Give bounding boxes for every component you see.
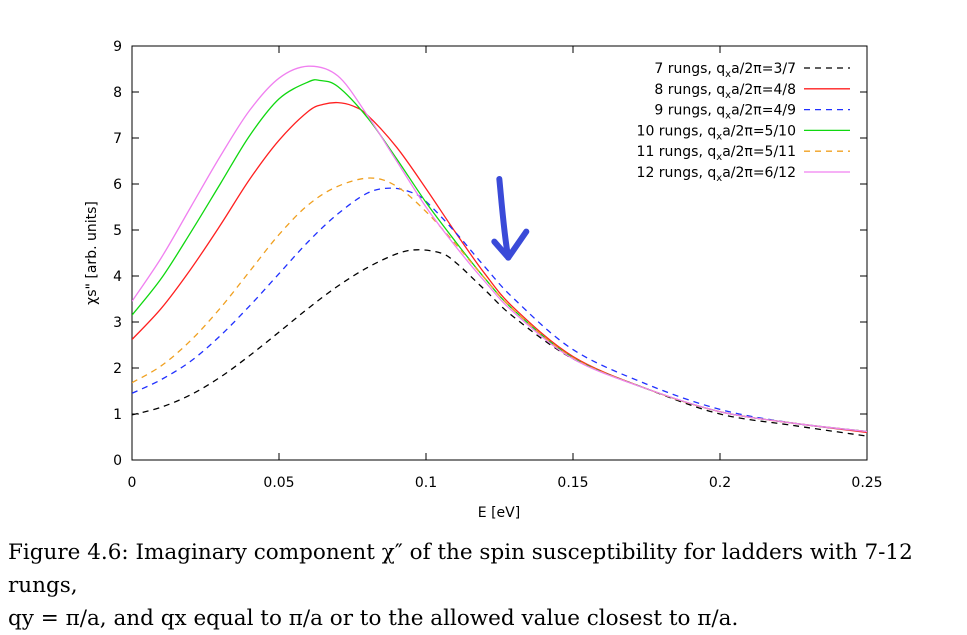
legend-label-1: 7 rungs, qxa/2π=3/7 bbox=[654, 61, 796, 80]
y-tick-label: 1 bbox=[113, 407, 122, 423]
y-tick-label: 5 bbox=[113, 223, 122, 239]
y-tick-label: 4 bbox=[113, 269, 122, 285]
arrow-shaft bbox=[496, 176, 512, 261]
y-tick-label: 6 bbox=[113, 177, 122, 193]
series-line-6 bbox=[132, 65, 867, 433]
axis-ticks: 0 0.05 0.1 0.15 0.2 0.25 0 1 2 3 4 5 6 7 8 9 bbox=[113, 39, 883, 491]
x-tick-label: 0.05 bbox=[263, 475, 294, 491]
y-tick-label: 2 bbox=[113, 361, 122, 377]
y-tick-label: 7 bbox=[113, 131, 122, 147]
y-axis-label: χs" [arb. units] bbox=[84, 201, 100, 305]
legend-label-5: 11 rungs, qxa/2π=5/11 bbox=[637, 144, 796, 163]
plot-frame bbox=[131, 45, 868, 461]
y-tick-label: 8 bbox=[113, 85, 122, 101]
caption-line-2: qy = π/a, and qx equal to π/a or to the … bbox=[8, 606, 739, 631]
legend-label-6: 12 rungs, qxa/2π=6/12 bbox=[637, 165, 796, 184]
y-tick-label: 0 bbox=[113, 453, 122, 469]
figure-caption: Figure 4.6: Imaginary component χ″ of th… bbox=[8, 536, 963, 635]
series-line-3 bbox=[132, 187, 867, 433]
x-tick-label: 0.15 bbox=[557, 475, 588, 491]
series-line-1 bbox=[132, 249, 867, 437]
y-tick-label: 3 bbox=[113, 315, 122, 331]
legend-label-2: 8 rungs, qxa/2π=4/8 bbox=[654, 82, 796, 101]
x-tick-label: 0.1 bbox=[415, 475, 437, 491]
x-tick-label: 0.25 bbox=[851, 475, 882, 491]
susceptibility-chart: 0 0.05 0.1 0.15 0.2 0.25 0 1 2 3 4 5 6 7 8 9 7 rungs, q… bbox=[84, 39, 883, 521]
x-tick-label: 0 bbox=[128, 475, 137, 491]
annotation-arrow bbox=[491, 176, 530, 261]
legend: 7 rungs, qxa/2π=3/7 8 rungs, qxa/2π=4/8 9 … bbox=[637, 61, 850, 184]
x-axis-label: E [eV] bbox=[478, 505, 520, 521]
x-tick-label: 0.2 bbox=[709, 475, 731, 491]
legend-label-4: 10 rungs, qxa/2π=5/10 bbox=[637, 123, 796, 142]
y-tick-label: 9 bbox=[113, 39, 122, 55]
legend-label-3: 9 rungs, qxa/2π=4/9 bbox=[654, 103, 796, 122]
arrow-head bbox=[491, 228, 530, 261]
caption-line-1: Figure 4.6: Imaginary component χ″ of th… bbox=[8, 540, 920, 598]
series-line-5 bbox=[132, 177, 867, 433]
series-curves bbox=[132, 65, 867, 437]
